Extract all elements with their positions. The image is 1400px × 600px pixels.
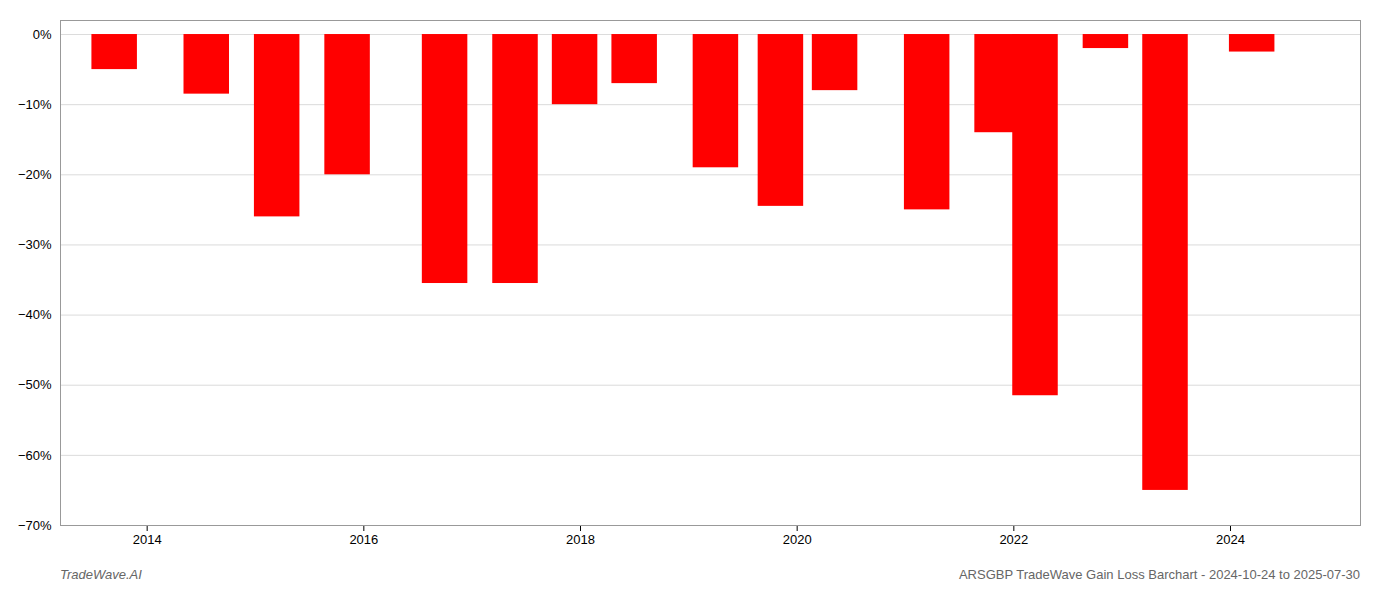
svg-text:2016: 2016 — [349, 532, 378, 547]
svg-text:−70%: −70% — [18, 518, 52, 533]
svg-text:−50%: −50% — [18, 377, 52, 392]
html-text:TradeWave.AI: TradeWave.AI — [60, 567, 142, 582]
svg-text:2022: 2022 — [999, 532, 1028, 547]
html-text:ARSGBP TradeWave Gain Loss Bar: ARSGBP TradeWave Gain Loss Barchart - 20… — [958, 567, 1360, 582]
svg-text:−60%: −60% — [18, 448, 52, 463]
svg-text:−30%: −30% — [18, 237, 52, 252]
svg-text:−40%: −40% — [18, 307, 52, 322]
svg-text:2020: 2020 — [783, 532, 812, 547]
svg-text:2018: 2018 — [566, 532, 595, 547]
svg-text:−10%: −10% — [18, 97, 52, 112]
svg-text:0%: 0% — [33, 27, 52, 42]
svg-text:2024: 2024 — [1216, 532, 1245, 547]
svg-text:2014: 2014 — [133, 532, 162, 547]
svg-text:−20%: −20% — [18, 167, 52, 182]
